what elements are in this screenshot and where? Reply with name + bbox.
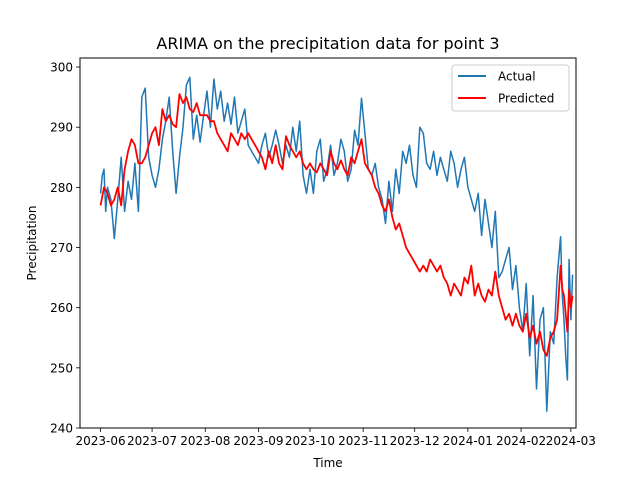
x-tick-label: 2023-12	[390, 434, 440, 448]
legend-actual-label: Actual	[498, 70, 536, 84]
y-tick-label: 240	[50, 422, 73, 436]
chart-title: ARIMA on the precipitation data for poin…	[156, 34, 499, 53]
legend: Actual Predicted	[451, 64, 570, 112]
y-tick-label: 260	[50, 301, 73, 315]
x-tick-label: 2023-10	[285, 434, 335, 448]
x-tick-label: 2023-09	[233, 434, 283, 448]
series-line-actual	[99, 76, 574, 412]
series-layer	[99, 76, 574, 412]
x-tick-label: 2023-11	[338, 434, 388, 448]
x-tick-label: 2023-06	[76, 434, 126, 448]
x-axis: 2023-06 2023-07 2023-08 2023-09 2023-10 2023-…	[76, 428, 596, 448]
y-tick-label: 300	[50, 61, 73, 75]
y-axis: 240 250 260 270 280 290 300	[50, 61, 80, 436]
series-line-predicted	[99, 93, 574, 357]
x-tick-label: 2024-01	[443, 434, 493, 448]
legend-predicted-label: Predicted	[498, 92, 554, 106]
plot-frame	[79, 57, 577, 429]
x-tick-label: 2024-02	[496, 434, 546, 448]
y-axis-label: Precipitation	[25, 205, 39, 280]
y-tick-label: 290	[50, 121, 73, 135]
x-tick-label: 2023-07	[127, 434, 177, 448]
y-tick-label: 280	[50, 181, 73, 195]
y-tick-label: 270	[50, 241, 73, 255]
x-tick-label: 2023-08	[180, 434, 230, 448]
x-axis-label: Time	[312, 456, 342, 470]
x-tick-label: 2024-03	[546, 434, 596, 448]
y-tick-label: 250	[50, 361, 73, 375]
